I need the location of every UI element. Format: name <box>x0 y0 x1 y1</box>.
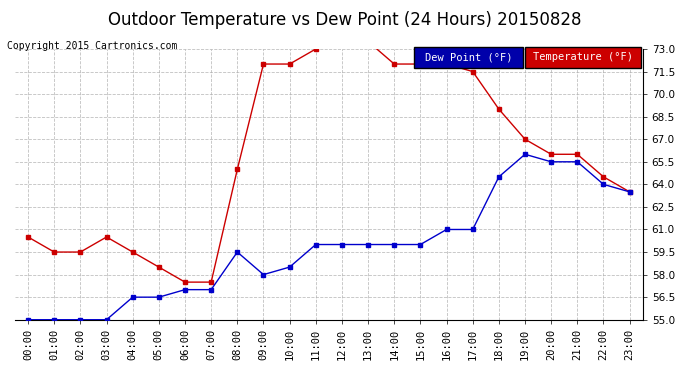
Text: Dew Point (°F): Dew Point (°F) <box>425 53 512 62</box>
Text: Copyright 2015 Cartronics.com: Copyright 2015 Cartronics.com <box>7 41 177 51</box>
Text: Outdoor Temperature vs Dew Point (24 Hours) 20150828: Outdoor Temperature vs Dew Point (24 Hou… <box>108 11 582 29</box>
Text: Temperature (°F): Temperature (°F) <box>533 53 633 62</box>
